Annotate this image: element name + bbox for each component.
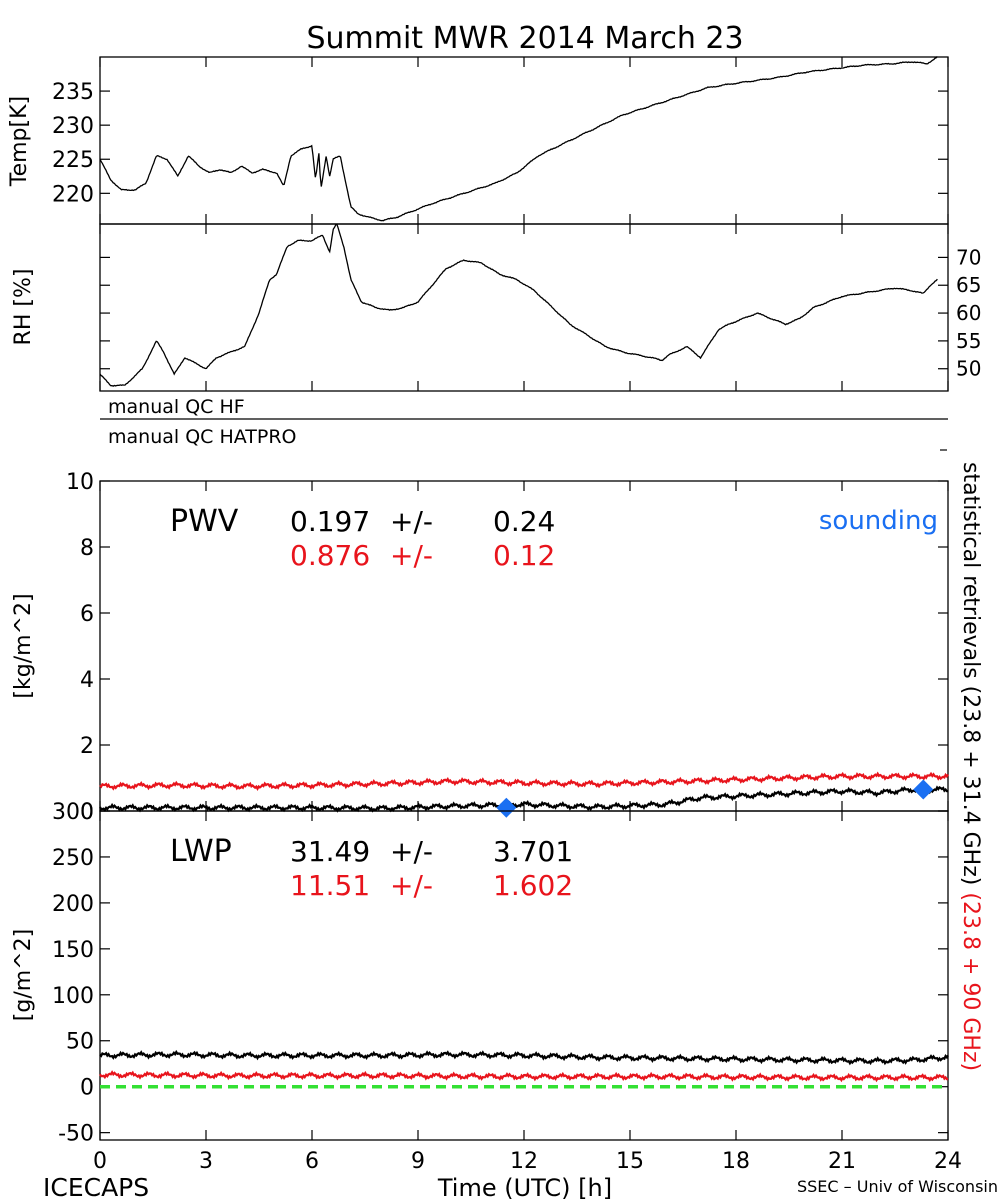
y-tick-label: 10: [66, 470, 94, 495]
x-tick-label: 0: [93, 1149, 107, 1174]
y-tick-label: 65: [956, 273, 981, 297]
stat-pm: +/-: [390, 869, 433, 902]
y-tick-label: 300: [52, 800, 94, 825]
series-line: [99, 1070, 949, 1083]
stat-sd: 0.12: [493, 539, 555, 572]
qc-row-hatpro-label: manual QC HATPRO: [108, 426, 297, 448]
x-tick-label: 21: [828, 1149, 856, 1174]
y-axis-label: [kg/m^2]: [11, 593, 36, 698]
y-axis-label: [g/m^2]: [11, 929, 36, 1021]
y-tick-label: 8: [80, 536, 94, 561]
stat-sd: 0.24: [493, 505, 555, 538]
panel-temperature: 220 225 230 235 Temp[K]: [7, 56, 949, 225]
footer-xlabel: Time (UTC) [h]: [437, 1174, 612, 1200]
sounding-marker: [913, 779, 934, 800]
y-tick-label: 2: [80, 734, 94, 759]
stat-pm: +/-: [390, 835, 433, 868]
stat-mean: 31.49: [290, 835, 370, 868]
stat-sd: 3.701: [493, 835, 573, 868]
y-tick-label: 60: [956, 301, 981, 325]
series-line: [99, 1049, 949, 1066]
right-side-label-black: statistical retrievals (23.8 + 31.4 GHz): [958, 462, 983, 885]
plot-frame: [99, 223, 949, 392]
sounding-label: sounding: [819, 506, 938, 536]
panel-label: PWV: [170, 504, 239, 539]
y-tick-label: 4: [80, 668, 94, 693]
y-axis-label: RH [%]: [11, 269, 36, 346]
x-tick-label: 3: [199, 1149, 213, 1174]
stat-pm: +/-: [390, 505, 433, 538]
x-tick-label: 6: [305, 1149, 319, 1174]
plot-frame: [99, 56, 949, 225]
x-tick-label: 12: [510, 1149, 538, 1174]
y-tick-label: 200: [52, 892, 94, 917]
right-side-label: statistical retrievals (23.8 + 31.4 GHz)…: [958, 462, 983, 1071]
y-tick-label: 100: [52, 984, 94, 1009]
y-tick-label: 220: [52, 182, 94, 207]
y-tick-label: -50: [58, 1122, 94, 1147]
stat-mean: 0.876: [290, 539, 370, 572]
x-tick-label: 18: [722, 1149, 750, 1174]
y-tick-label: 50: [956, 357, 981, 381]
series-line: [99, 56, 938, 222]
stat-pm: +/-: [390, 539, 433, 572]
y-tick-label: 230: [52, 114, 94, 139]
panel-relative-humidity: 50 55 60 65 70 RH [%]: [11, 223, 981, 392]
y-tick-label: 250: [52, 846, 94, 871]
stat-mean: 0.197: [290, 505, 370, 538]
footer-left: ICECAPS: [43, 1173, 149, 1200]
panel-label: LWP: [170, 834, 232, 869]
qc-area: manual QC HF manual QC HATPRO: [100, 396, 948, 451]
chart-title: Summit MWR 2014 March 23: [306, 21, 743, 56]
footer-right: SSEC – Univ of Wisconsin: [797, 1177, 998, 1196]
sounding-marker: [496, 797, 517, 818]
y-tick-label: 55: [956, 329, 981, 353]
series-line: [99, 785, 949, 813]
y-tick-label: 235: [52, 80, 94, 105]
y-tick-label: 50: [66, 1030, 94, 1055]
y-tick-label: 6: [80, 602, 94, 627]
y-tick-label: 70: [956, 245, 981, 269]
series-line: [99, 223, 938, 387]
x-tick-label: 15: [616, 1149, 644, 1174]
qc-row-hf-label: manual QC HF: [108, 396, 245, 418]
y-tick-label: 0: [80, 1076, 94, 1101]
y-tick-label: 225: [52, 148, 94, 173]
x-tick-label: 24: [934, 1149, 962, 1174]
y-axis-label: Temp[K]: [7, 96, 32, 187]
right-side-label-red: (23.8 + 90 GHz): [958, 892, 983, 1071]
stat-sd: 1.602: [493, 869, 573, 902]
stat-mean: 11.51: [290, 869, 370, 902]
y-tick-label: 0: [80, 800, 94, 825]
y-tick-label: 150: [52, 938, 94, 963]
x-tick-label: 9: [411, 1149, 425, 1174]
series-line: [99, 771, 949, 791]
